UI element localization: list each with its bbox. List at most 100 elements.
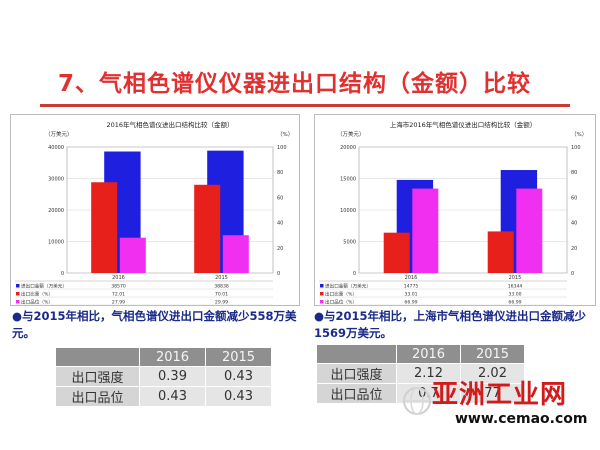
y-tick-right-label: 0 bbox=[277, 271, 280, 277]
legend-label: 进出口金额（万美元） bbox=[325, 282, 371, 289]
table-header-cell: 2015 bbox=[205, 347, 272, 367]
y-tick-right-label: 100 bbox=[571, 145, 581, 151]
bar-export-grade bbox=[516, 188, 543, 273]
data-table-value: 70.01 bbox=[215, 291, 228, 297]
table-row: 出口强度 0.39 0.43 bbox=[55, 366, 272, 387]
y-tick-left-label: 5000 bbox=[343, 240, 356, 246]
legend-label: 出口品位（%） bbox=[325, 298, 357, 305]
legend-swatch bbox=[16, 300, 20, 304]
y-axis-left-label: （万美元） bbox=[45, 130, 73, 138]
legend-swatch bbox=[320, 284, 324, 288]
table-cell: 0.43 bbox=[205, 386, 272, 407]
table-cell: 0.39 bbox=[139, 366, 206, 387]
table-row-label: 出口强度 bbox=[316, 363, 397, 384]
table-header-cell bbox=[316, 344, 397, 364]
chart-title: 上海市2016年气相色谱仪进出口结构比较（金额） bbox=[390, 120, 537, 129]
y-tick-left-label: 0 bbox=[61, 271, 64, 277]
watermark-url: www.cemao.com bbox=[455, 411, 588, 427]
legend-label: 进出口金额（万美元） bbox=[21, 282, 67, 289]
watermark-brand: 亚洲工业网 bbox=[432, 380, 568, 410]
bullet-icon: ● bbox=[314, 309, 325, 323]
y-tick-right-label: 20 bbox=[571, 246, 577, 252]
bar-export-share bbox=[194, 184, 221, 273]
y-tick-right-label: 40 bbox=[277, 221, 283, 227]
y-tick-left-label: 20000 bbox=[340, 145, 356, 151]
y-tick-right-label: 60 bbox=[571, 195, 577, 201]
globe-logo-icon bbox=[403, 387, 431, 415]
y-tick-left-label: 20000 bbox=[48, 208, 64, 214]
y-tick-right-label: 0 bbox=[571, 271, 574, 277]
table-row: 出口强度 2.12 2.02 bbox=[316, 363, 525, 384]
x-tick-label: 2016 bbox=[112, 275, 125, 281]
y-tick-right-label: 20 bbox=[277, 246, 283, 252]
data-table-value: 33.00 bbox=[508, 291, 521, 297]
data-table-value: 33.01 bbox=[404, 291, 417, 297]
left-note: ●与2015年相比，气相色谱仪进出口金额减少558万美元。 bbox=[12, 308, 297, 342]
legend-swatch bbox=[320, 292, 324, 296]
y-tick-left-label: 30000 bbox=[48, 177, 64, 183]
legend-swatch bbox=[16, 284, 20, 288]
table-row: 出口品位 0.43 0.43 bbox=[55, 386, 272, 407]
bar-export-share bbox=[383, 232, 410, 273]
data-table-value: 38570 bbox=[111, 283, 126, 289]
legend-label: 出口比重（%） bbox=[325, 290, 357, 297]
slide-title: 7、气相色谱仪仪器进出口结构（金额）比较 bbox=[58, 71, 532, 97]
table-row-label: 出口强度 bbox=[55, 366, 140, 387]
right-note-text: 与2015年相比，上海市气相色谱仪进出口金额减少1569万美元。 bbox=[314, 309, 587, 340]
data-table-value: 29.99 bbox=[215, 299, 228, 305]
table-cell: 77 bbox=[460, 383, 525, 404]
right-note: ●与2015年相比，上海市气相色谱仪进出口金额减少1569万美元。 bbox=[314, 308, 594, 342]
x-tick-label: 2015 bbox=[509, 275, 522, 281]
bar-export-grade bbox=[119, 237, 146, 273]
legend-label: 出口品位（%） bbox=[21, 298, 53, 305]
data-table-value: 38838 bbox=[214, 283, 229, 289]
y-tick-left-label: 40000 bbox=[48, 145, 64, 151]
left-note-text: 与2015年相比，气相色谱仪进出口金额减少558万美元。 bbox=[12, 309, 297, 340]
data-table-value: 27.99 bbox=[112, 299, 125, 305]
right-chart-panel: 上海市2016年气相色谱仪进出口结构比较（金额） （万美元） （%） 20000 150… bbox=[314, 114, 596, 306]
table-header-cell: 2016 bbox=[139, 347, 206, 367]
legend-label: 出口比重（%） bbox=[21, 290, 53, 297]
y-tick-left-label: 10000 bbox=[48, 240, 64, 246]
legend-swatch bbox=[320, 300, 324, 304]
data-table-value: 16344 bbox=[508, 283, 523, 289]
left-chart-panel: 2016年气相色谱仪进出口结构比较（金额） （万美元） （%） 40000 30000 2… bbox=[10, 114, 300, 306]
y-tick-right-label: 40 bbox=[571, 221, 577, 227]
y-tick-left-label: 15000 bbox=[340, 177, 356, 183]
x-tick-label: 2016 bbox=[405, 275, 418, 281]
y-tick-right-label: 60 bbox=[277, 195, 283, 201]
y-tick-left-label: 10000 bbox=[340, 208, 356, 214]
table-header-cell: 2015 bbox=[460, 344, 525, 364]
title-rule bbox=[40, 104, 570, 107]
x-tick-label: 2015 bbox=[215, 275, 228, 281]
bar-export-grade bbox=[222, 235, 249, 273]
bar-export-share bbox=[91, 182, 118, 273]
table-cell: 2.02 bbox=[460, 363, 525, 384]
table-header-cell: 2016 bbox=[396, 344, 461, 364]
right-comparison-table: 2016 2015 出口强度 2.12 2.02 出口品位 0.7 77 bbox=[316, 344, 525, 404]
bullet-icon: ● bbox=[12, 309, 23, 323]
table-header-row: 2016 2015 bbox=[55, 347, 272, 367]
table-row-label: 出口品位 bbox=[316, 383, 397, 404]
y-axis-right-label: （%） bbox=[571, 131, 587, 138]
right-chart: 上海市2016年气相色谱仪进出口结构比较（金额） （万美元） （%） 20000 150… bbox=[319, 120, 587, 305]
table-row-label: 出口品位 bbox=[55, 386, 140, 407]
table-cell: 0.43 bbox=[139, 386, 206, 407]
y-axis-left-label: （万美元） bbox=[337, 130, 365, 138]
legend-swatch bbox=[16, 292, 20, 296]
data-table-value: 66.99 bbox=[404, 299, 417, 305]
y-tick-right-label: 100 bbox=[277, 145, 287, 151]
data-table-value: 14775 bbox=[404, 283, 419, 289]
bar-export-grade bbox=[412, 188, 439, 273]
bar-export-share bbox=[487, 231, 514, 273]
table-header-cell bbox=[55, 347, 140, 367]
y-tick-left-label: 0 bbox=[353, 271, 356, 277]
data-table-value: 66.99 bbox=[508, 299, 521, 305]
chart-title: 2016年气相色谱仪进出口结构比较（金额） bbox=[106, 120, 233, 129]
data-table-value: 72.01 bbox=[112, 291, 125, 297]
table-cell: 0.43 bbox=[205, 366, 272, 387]
left-chart: 2016年气相色谱仪进出口结构比较（金额） （万美元） （%） 40000 30000 2… bbox=[15, 120, 293, 305]
top-bar bbox=[0, 0, 600, 8]
y-tick-right-label: 80 bbox=[571, 170, 577, 176]
